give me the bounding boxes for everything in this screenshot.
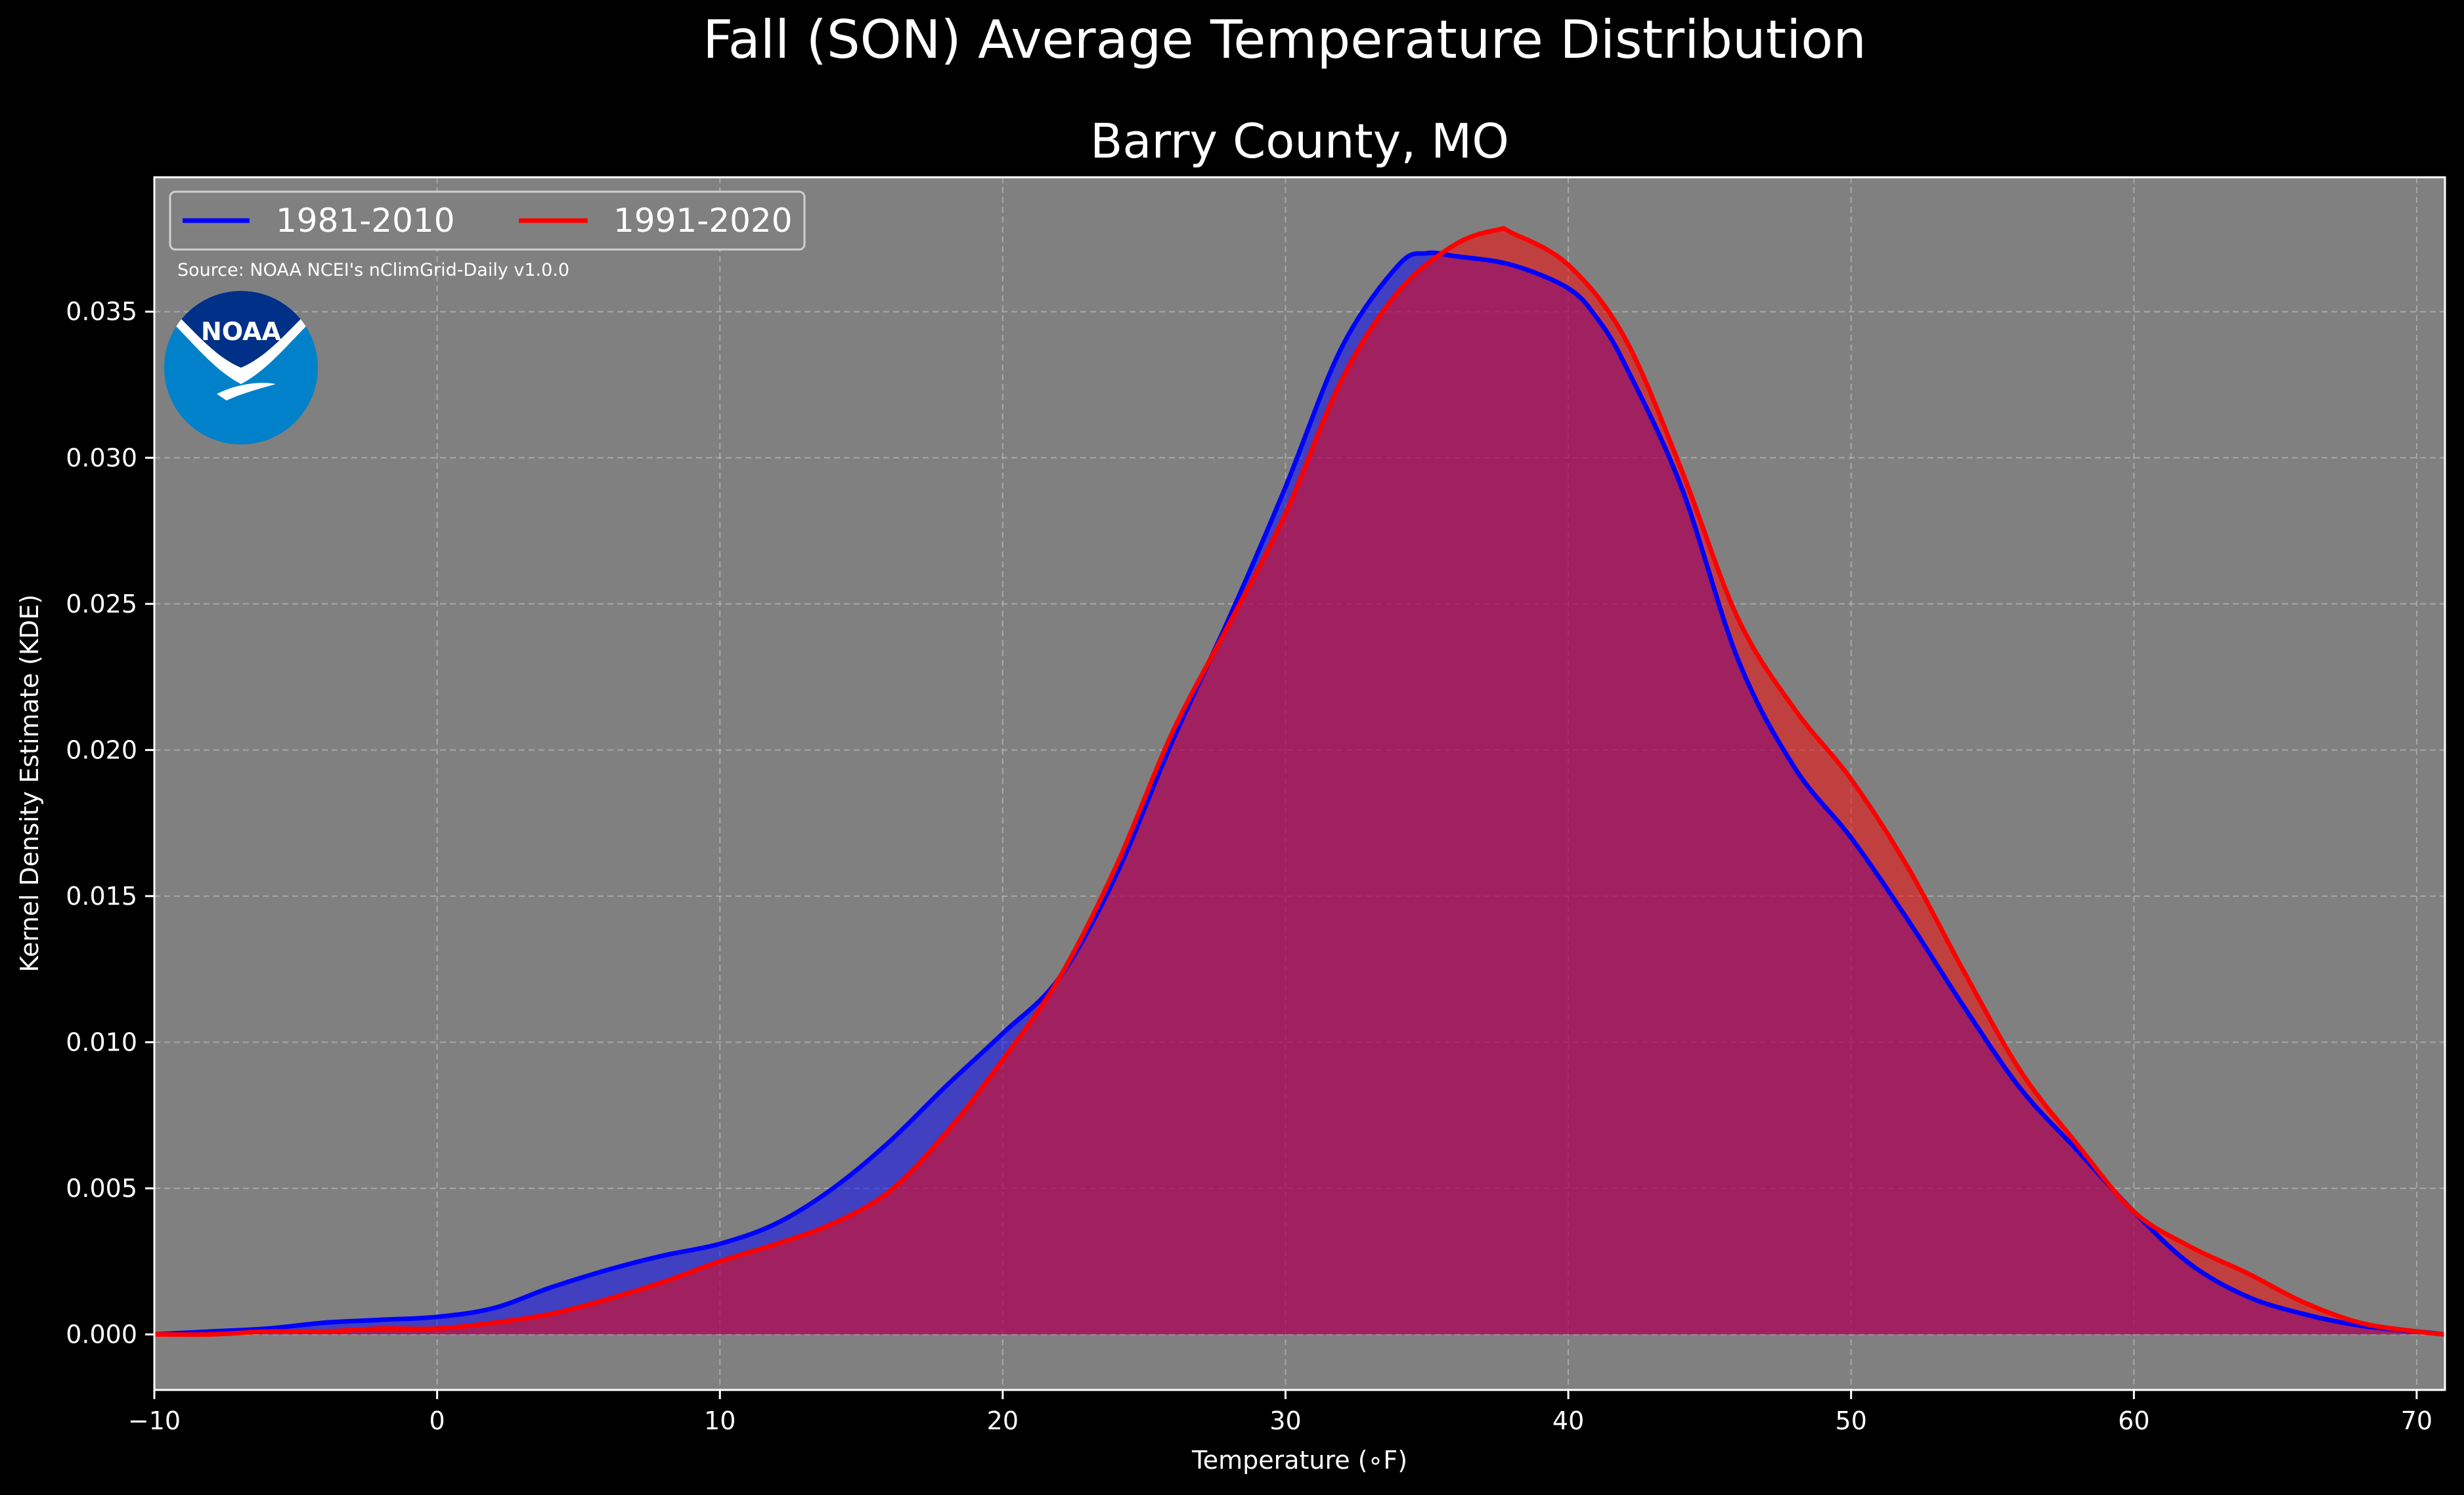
logo-wave <box>217 383 276 401</box>
area-fill-1991-2020 <box>154 228 2445 1335</box>
x-tick-label: 0 <box>429 1406 445 1435</box>
x-tick-label: 20 <box>987 1406 1019 1435</box>
chart-title: Barry County, MO <box>1090 114 1509 169</box>
logo-text: NOAA <box>201 317 281 346</box>
y-tick-label: 0.025 <box>66 590 137 618</box>
x-tick-label: −10 <box>128 1406 181 1435</box>
legend-label-1991-2020: 1991-2020 <box>613 202 793 240</box>
x-tick-label: 10 <box>704 1406 736 1435</box>
x-tick-label: 60 <box>2118 1406 2149 1435</box>
axis-ticks: −10 0 10 20 30 40 50 60 70 0.000 0.005 0.010 0.015 0.… <box>66 297 2432 1435</box>
series-line-1981-2010 <box>154 250 2446 1337</box>
legend: 1981-2010 1991-2020 <box>169 190 806 251</box>
chart-suptitle: Fall (SON) Average Temperature Distribut… <box>703 9 1866 70</box>
plot-frame <box>153 176 2446 1391</box>
x-axis-label: Temperature (∘F) <box>1191 1446 1407 1475</box>
series-line-1991-2020 <box>154 226 2446 1337</box>
y-tick-label: 0.010 <box>66 1028 137 1056</box>
y-tick-label: 0.005 <box>66 1174 137 1203</box>
source-note: Source: NOAA NCEI's nClimGrid-Daily v1.0… <box>177 260 569 280</box>
y-axis-label: Kernel Density Estimate (KDE) <box>15 594 44 972</box>
y-tick-label: 0.020 <box>66 735 137 764</box>
series-layer <box>154 226 2446 1337</box>
x-tick-label: 40 <box>1552 1406 1584 1435</box>
noaa-logo-icon: NOAA <box>164 291 318 444</box>
legend-box <box>169 190 806 251</box>
y-tick-label: 0.030 <box>66 443 137 472</box>
y-tick-label: 0.000 <box>66 1320 137 1349</box>
y-tick-label: 0.015 <box>66 882 137 911</box>
legend-label-1981-2010: 1981-2010 <box>276 202 455 240</box>
x-tick-label: 70 <box>2401 1406 2432 1435</box>
x-tick-label: 30 <box>1269 1406 1301 1435</box>
logo-upper-dark <box>164 291 318 368</box>
x-tick-label: 50 <box>1836 1406 1867 1435</box>
y-tick-label: 0.035 <box>66 297 137 326</box>
